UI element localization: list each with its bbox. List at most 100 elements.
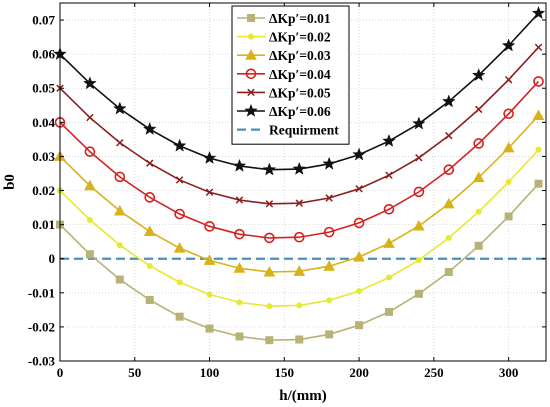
data-point (534, 179, 543, 188)
x-tick-label: 50 (128, 365, 141, 380)
data-point (264, 232, 275, 244)
data-point (173, 242, 186, 253)
series-1 (56, 179, 543, 345)
data-point (501, 38, 516, 52)
data-point (145, 295, 154, 304)
data-point (266, 303, 273, 310)
y-tick-label: 0.05 (32, 81, 55, 96)
legend-label: ΔKp′=0.04 (269, 67, 331, 82)
data-point (205, 188, 214, 196)
y-tick-label: 0.07 (32, 13, 55, 28)
data-point (262, 162, 277, 176)
series-5 (56, 43, 543, 208)
data-point (236, 299, 243, 306)
data-point (176, 279, 183, 286)
legend-entry: ΔKp′=0.05 (237, 85, 331, 100)
legend-swatch-marker (244, 103, 258, 117)
legend-entry: ΔKp′=0.02 (237, 30, 331, 45)
series-4 (54, 76, 544, 244)
legend-label: ΔKp′=0.05 (269, 85, 331, 100)
data-point (532, 109, 545, 121)
data-point (445, 234, 452, 241)
y-tick-label: 0.02 (32, 183, 55, 198)
data-point (84, 146, 96, 157)
y-tick-label: 0 (49, 251, 56, 266)
data-point (353, 250, 365, 262)
data-point (116, 242, 123, 249)
data-point (353, 217, 365, 229)
data-point (263, 265, 276, 277)
data-point (86, 216, 93, 223)
data-point (322, 156, 337, 170)
legend-box (231, 5, 350, 145)
data-point (355, 321, 364, 330)
data-point (474, 105, 483, 114)
data-point (441, 94, 456, 108)
series-2 (57, 146, 542, 310)
data-point (233, 262, 246, 273)
x-tick-label: 150 (275, 365, 295, 380)
data-point (415, 257, 422, 264)
legend-swatch-marker (245, 49, 257, 60)
data-point (116, 139, 124, 147)
data-point (352, 147, 366, 161)
data-point (504, 212, 513, 221)
legend-label: Requirment (269, 123, 339, 138)
data-point (113, 204, 126, 216)
data-point (326, 297, 333, 304)
series-line (59, 80, 540, 239)
data-point (413, 186, 425, 198)
data-point (203, 254, 216, 265)
y-tick-label: -0.01 (28, 285, 55, 300)
data-point (356, 288, 363, 295)
data-point (534, 43, 543, 52)
data-point (175, 312, 184, 321)
data-point (531, 6, 546, 20)
data-point (142, 121, 157, 135)
data-point (293, 265, 306, 276)
data-point (114, 171, 126, 183)
data-point (295, 335, 304, 344)
data-point (533, 76, 544, 87)
data-point (385, 274, 392, 281)
plot-frame (59, 2, 547, 362)
data-point (84, 179, 96, 191)
legend-label: ΔKp′=0.01 (269, 11, 331, 26)
data-point (355, 185, 363, 193)
data-point (144, 192, 156, 203)
data-point (234, 228, 245, 240)
legend-swatch-marker (247, 88, 255, 97)
series-3 (54, 109, 545, 277)
y-axis-ticks: -0.03 -0.02 -0.01 0 0.01 0.02 0.03 0.04 0.05 0.06… (28, 13, 546, 369)
legend-swatch-marker (245, 68, 257, 80)
data-point (385, 171, 393, 179)
data-point (443, 164, 455, 176)
y-tick-label: -0.03 (28, 354, 56, 369)
data-point (503, 108, 514, 120)
legend-entry: ΔKp′=0.06 (237, 103, 331, 119)
data-point (293, 231, 305, 243)
y-tick-label: -0.02 (28, 319, 55, 334)
data-point (414, 289, 423, 298)
x-tick-label: 250 (424, 365, 444, 380)
y-tick-label: 0.01 (32, 217, 55, 232)
legend-entry: ΔKp′=0.04 (237, 67, 331, 82)
legend-label: ΔKp′=0.02 (269, 30, 331, 45)
data-point (292, 161, 307, 175)
legend-swatch-marker (248, 33, 254, 40)
legend-label: ΔKp′=0.06 (269, 104, 331, 119)
data-point (204, 221, 215, 232)
data-point (413, 219, 425, 231)
data-point (202, 150, 217, 164)
data-point (473, 138, 485, 149)
legend-entry: ΔKp′=0.03 (237, 48, 331, 63)
data-point (415, 154, 423, 162)
y-tick-label: 0.04 (32, 115, 55, 130)
x-tick-label: 200 (349, 365, 369, 380)
data-point (383, 237, 395, 248)
data-point (442, 197, 455, 209)
data-point (235, 196, 244, 204)
data-point (382, 133, 396, 147)
x-tick-label: 0 (57, 365, 64, 380)
